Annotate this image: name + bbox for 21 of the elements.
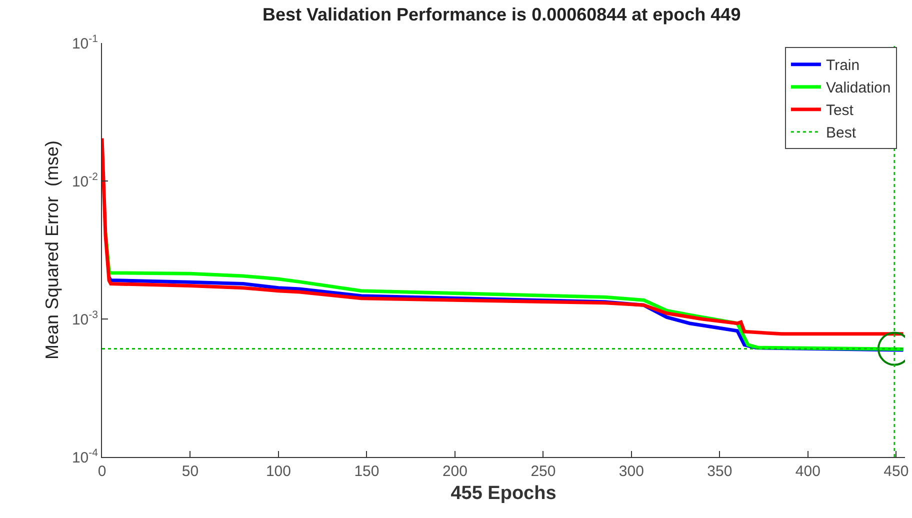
y-tick-label: 10$^{-2}$ [72, 170, 98, 190]
x-axis-title: 455 Epochs [450, 482, 556, 504]
x-tick-label: 100 [266, 463, 291, 480]
legend-label: Train [826, 57, 860, 74]
y-tick-label: 10$^{-4}$ [72, 446, 98, 466]
y-tick-label: 10$^{-1}$ [72, 32, 98, 52]
x-tick-label: 400 [795, 463, 820, 480]
legend-label: Validation [826, 80, 891, 97]
ref-line-label: Best [826, 124, 857, 142]
legend-label: Test [826, 102, 854, 120]
y-axis-title: Mean Squared Error (mse) [42, 140, 62, 360]
x-tick-label: 250 [530, 463, 556, 480]
chart-title: Best Validation Performance is 0.00060844 at epoch 449 [262, 4, 741, 24]
x-tick-label: 450 [884, 463, 909, 480]
x-tick-label: 0 [98, 463, 106, 480]
x-tick-label: 350 [707, 463, 732, 480]
x-tick-label: 200 [442, 463, 468, 480]
x-tick-label: 150 [354, 463, 380, 480]
x-tick-label: 50 [182, 463, 199, 480]
y-tick-label: 10$^{-3}$ [72, 308, 98, 328]
x-tick-label: 300 [618, 463, 644, 480]
